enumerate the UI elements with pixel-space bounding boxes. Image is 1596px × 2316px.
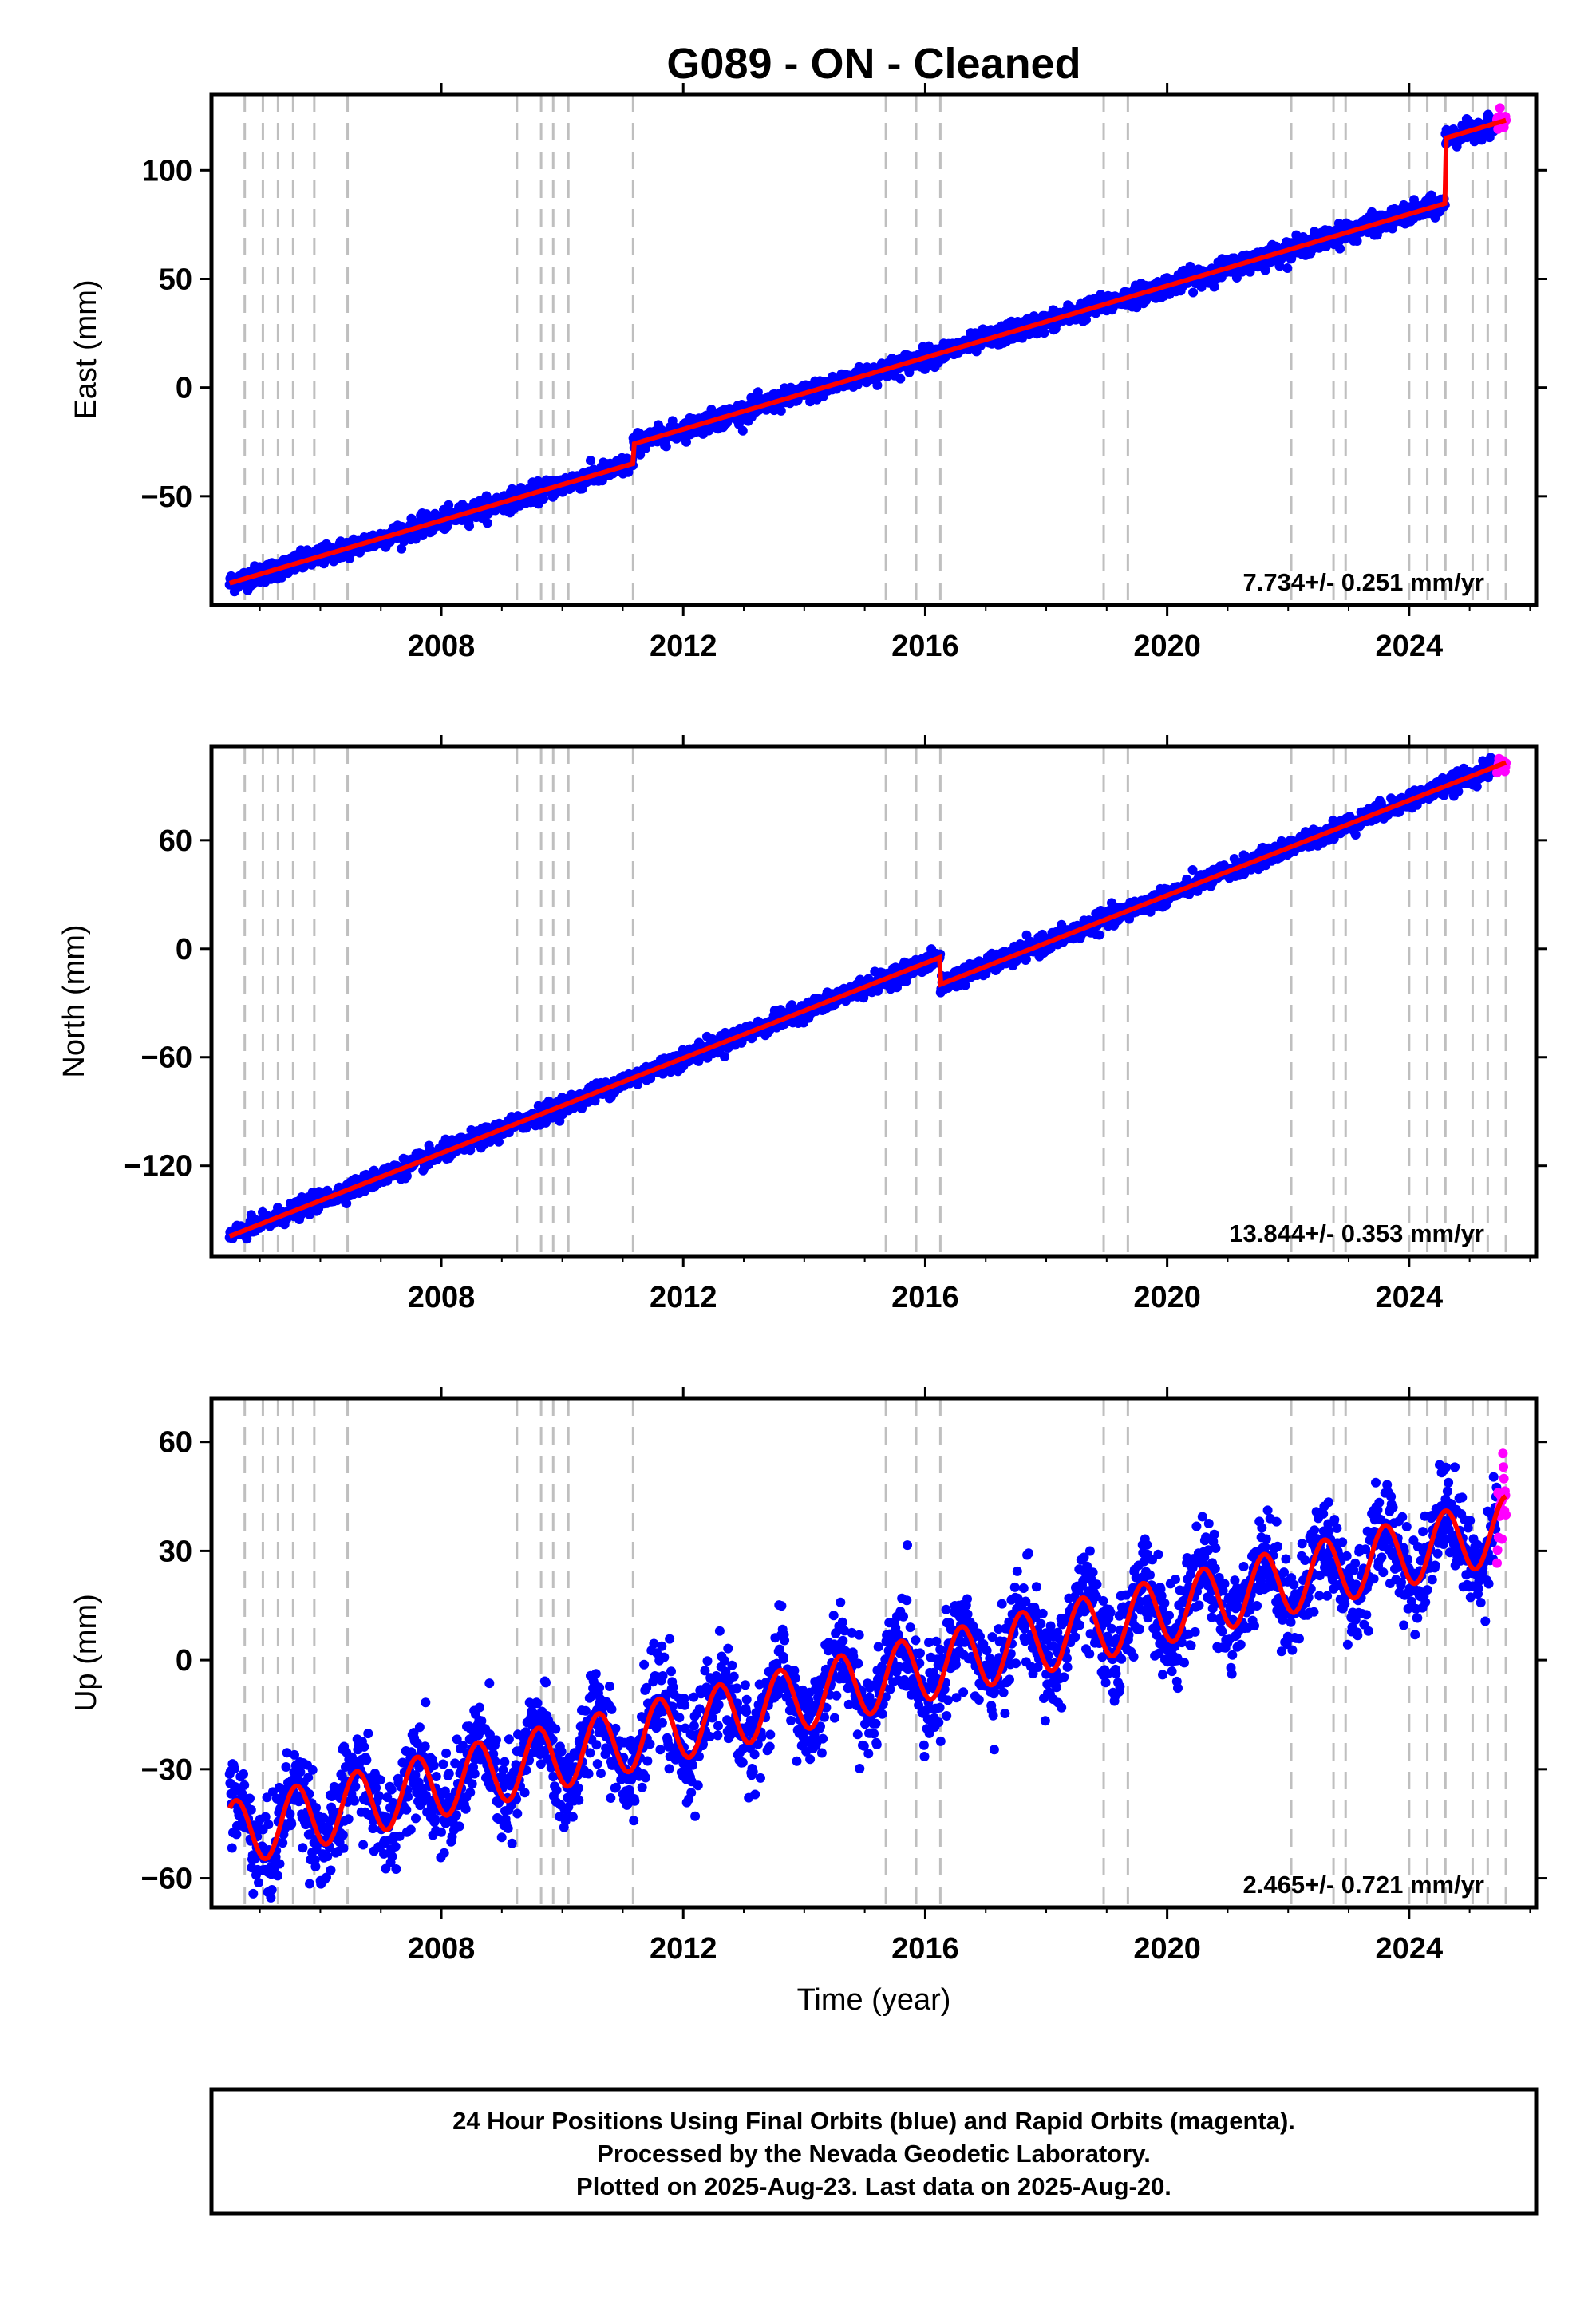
y-axis-label: East (mm) [69,279,103,419]
final-orbit-point [397,543,407,554]
position-points [224,753,1511,1244]
x-tick-label: 2024 [1376,630,1444,663]
final-orbit-point [776,405,786,416]
y-tick-label: 50 [159,263,192,296]
final-orbit-point [1282,263,1293,273]
rapid-orbit-point [1495,103,1505,113]
final-orbit-point [720,1052,729,1061]
position-points [224,103,1511,597]
final-orbit-point [1094,930,1104,940]
final-orbit-point [1188,287,1199,298]
final-orbit-point [417,531,428,540]
step-lines [243,746,1507,1256]
final-orbit-point [1352,236,1362,246]
y-tick-label: 0 [176,372,192,405]
final-orbit-point [1039,328,1049,338]
final-orbit-point [464,521,474,532]
final-orbit-point [895,373,906,384]
final-orbit-point [661,441,671,452]
final-orbit-point [342,1199,352,1208]
x-tick-label: 2016 [891,630,959,663]
y-tick-label: 100 [142,154,192,188]
final-orbit-point [1196,282,1207,292]
final-orbit-point [539,494,548,504]
panel-frame [209,92,1539,607]
final-orbit-point [444,500,454,510]
velocity-label: 7.734+/- 0.251 mm/yr [1243,568,1484,596]
final-orbit-point [1187,865,1198,875]
final-orbit-point [1021,954,1031,965]
final-orbit-point [872,380,883,390]
final-orbit-point [960,980,970,990]
final-orbit-point [737,425,748,436]
final-orbit-point [494,1136,504,1147]
final-orbit-point [1260,265,1270,275]
final-orbit-point [1335,243,1345,254]
final-orbit-point [753,387,763,397]
final-orbit-point [1081,314,1091,325]
final-orbit-point [482,518,492,528]
final-orbit-point [1209,282,1219,292]
model-fit-line [228,117,1507,586]
x-tick-label: 2008 [408,630,476,663]
x-tick-label: 2020 [1133,630,1201,663]
final-orbit-point [586,456,595,466]
final-orbit-point [1245,267,1255,277]
final-orbit-point [401,1171,412,1181]
x-tick-label: 2012 [650,630,717,663]
figure-title: G089 - ON - Cleaned [666,40,1080,88]
final-orbit-point [706,405,717,415]
east-panel: 2008 2012 2016 2020 2024 −50 0 50 100 East (mm) 7.… [69,83,1547,663]
y-tick-label: −50 [141,480,192,514]
